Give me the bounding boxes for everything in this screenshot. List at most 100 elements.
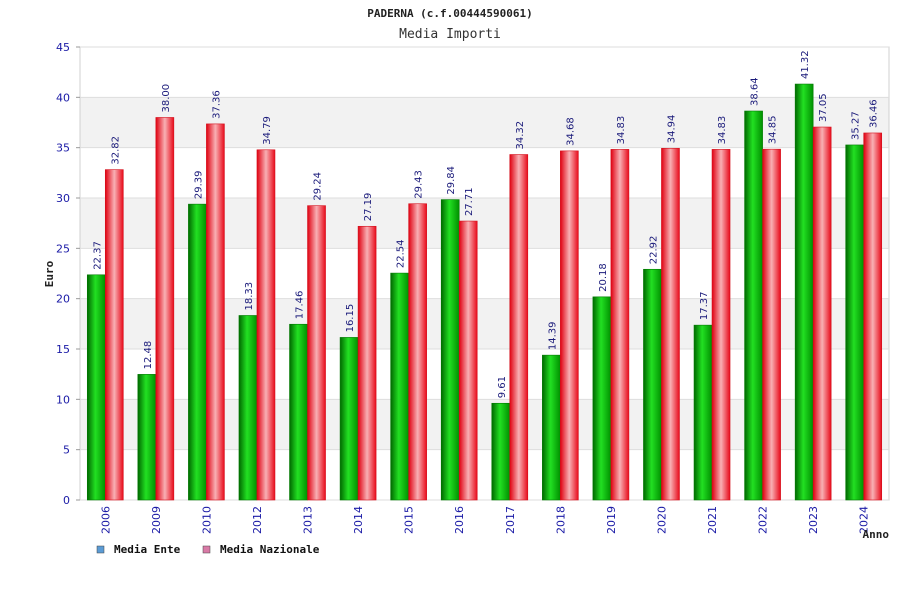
value-label-media-nazionale-2019: 34.83 bbox=[616, 116, 627, 145]
x-tick-label-2024: 2024 bbox=[858, 506, 871, 534]
value-label-media-nazionale-2012: 34.79 bbox=[262, 116, 273, 145]
x-tick-label-2010: 2010 bbox=[200, 506, 213, 534]
y-axis-ticks: 0 5 10 15 20 25 30 35 40 45 bbox=[56, 41, 70, 507]
bar-media-ente-2012 bbox=[238, 315, 258, 501]
y-tick-label: 15 bbox=[56, 343, 70, 356]
x-tick-label-2023: 2023 bbox=[807, 506, 820, 534]
value-label-media-nazionale-2017: 34.32 bbox=[515, 121, 526, 150]
y-tick-label: 45 bbox=[56, 41, 70, 54]
chart-subtitle: Media Importi bbox=[399, 27, 501, 42]
y-tick-label: 20 bbox=[56, 293, 70, 306]
x-axis-label: Anno bbox=[863, 528, 890, 541]
x-tick-label-2012: 2012 bbox=[251, 506, 264, 534]
value-label-media-nazionale-2021: 34.83 bbox=[717, 116, 728, 145]
bar-media-nazionale-2021 bbox=[711, 149, 731, 501]
x-axis-ticks: 2006 2009 2010 2012 2013 2014 2015 2016 2017 2018… bbox=[99, 506, 870, 534]
bar-media-ente-2006 bbox=[86, 274, 106, 501]
bar-media-nazionale-2017 bbox=[509, 154, 529, 501]
legend-swatch-media-ente bbox=[96, 545, 105, 554]
bar-media-ente-2023 bbox=[794, 83, 814, 501]
value-label-media-nazionale-2014: 27.19 bbox=[363, 193, 374, 222]
value-label-media-nazionale-2009: 38.00 bbox=[161, 84, 172, 113]
value-label-media-nazionale-2023: 37.05 bbox=[818, 93, 829, 122]
y-tick-label: 30 bbox=[56, 192, 70, 205]
y-tick-label: 35 bbox=[56, 142, 70, 155]
bar-media-ente-2010 bbox=[188, 203, 207, 501]
bar-media-ente-2014 bbox=[339, 337, 359, 501]
legend-label-media-nazionale: Media Nazionale bbox=[220, 543, 320, 556]
x-tick-label-2016: 2016 bbox=[453, 506, 466, 534]
x-tick-label-2022: 2022 bbox=[757, 506, 770, 534]
y-axis-label: Euro bbox=[43, 260, 56, 287]
bar-media-nazionale-2015 bbox=[408, 203, 427, 501]
value-label-media-ente-2017: 9.61 bbox=[497, 376, 508, 398]
value-label-media-ente-2019: 20.18 bbox=[598, 263, 609, 292]
x-tick-label-2017: 2017 bbox=[504, 506, 517, 534]
y-tick-label: 10 bbox=[56, 393, 70, 406]
value-label-media-ente-2018: 14.39 bbox=[547, 322, 558, 351]
legend-swatch-media-nazionale bbox=[202, 545, 211, 554]
bar-media-ente-2015 bbox=[390, 272, 409, 501]
bar-media-ente-2019 bbox=[592, 296, 612, 501]
value-label-media-ente-2023: 41.32 bbox=[800, 50, 811, 79]
value-labels: 22.37 32.82 12.48 38.00 29.39 37.36 18.33 34.79… bbox=[92, 50, 879, 398]
bar-media-nazionale-2020 bbox=[661, 147, 680, 501]
bar-media-nazionale-2019 bbox=[610, 149, 630, 501]
value-label-media-nazionale-2006: 32.82 bbox=[110, 136, 121, 165]
bar-media-nazionale-2024 bbox=[863, 132, 883, 501]
bar-media-ente-2018 bbox=[542, 354, 561, 501]
value-label-media-ente-2021: 17.37 bbox=[699, 292, 710, 321]
value-label-media-nazionale-2020: 34.94 bbox=[666, 115, 677, 144]
bar-media-nazionale-2016 bbox=[458, 220, 478, 501]
bar-media-ente-2016 bbox=[440, 199, 460, 501]
x-tick-label-2015: 2015 bbox=[403, 506, 416, 534]
bar-media-ente-2021 bbox=[693, 324, 713, 501]
value-label-media-ente-2016: 29.84 bbox=[446, 166, 457, 195]
bar-media-nazionale-2006 bbox=[104, 169, 124, 501]
bar-media-nazionale-2010 bbox=[206, 123, 225, 501]
y-tick-label: 25 bbox=[56, 242, 70, 255]
x-tick-label-2009: 2009 bbox=[150, 506, 163, 534]
x-tick-label-2014: 2014 bbox=[352, 506, 365, 534]
bar-media-nazionale-2009 bbox=[155, 117, 175, 501]
value-label-media-nazionale-2015: 29.43 bbox=[414, 170, 425, 199]
value-label-media-nazionale-2010: 37.36 bbox=[211, 90, 222, 119]
value-label-media-ente-2010: 29.39 bbox=[193, 171, 204, 200]
bar-media-nazionale-2023 bbox=[812, 126, 832, 501]
bar-media-ente-2009 bbox=[137, 374, 157, 501]
value-label-media-ente-2024: 35.27 bbox=[851, 111, 862, 140]
bar-media-ente-2017 bbox=[491, 402, 511, 501]
value-label-media-ente-2020: 22.92 bbox=[648, 236, 659, 265]
legend: Media Ente Media Nazionale bbox=[96, 543, 320, 556]
value-label-media-nazionale-2018: 34.68 bbox=[565, 117, 576, 146]
bar-media-ente-2013 bbox=[289, 323, 308, 501]
x-tick-label-2006: 2006 bbox=[99, 506, 112, 534]
x-tick-label-2019: 2019 bbox=[605, 506, 618, 534]
value-label-media-ente-2014: 16.15 bbox=[345, 304, 356, 333]
y-tick-label: 5 bbox=[63, 444, 70, 457]
bar-media-ente-2024 bbox=[845, 144, 865, 501]
value-label-media-nazionale-2022: 34.85 bbox=[768, 116, 779, 145]
value-label-media-nazionale-2016: 27.71 bbox=[464, 187, 475, 216]
value-label-media-nazionale-2024: 36.46 bbox=[869, 99, 880, 128]
bar-media-nazionale-2018 bbox=[560, 150, 579, 501]
bars bbox=[86, 83, 883, 501]
y-tick-label: 0 bbox=[63, 494, 70, 507]
value-label-media-nazionale-2013: 29.24 bbox=[313, 172, 324, 201]
value-label-media-ente-2013: 17.46 bbox=[295, 291, 306, 320]
chart-title: PADERNA (c.f.00444590061) bbox=[367, 7, 533, 20]
bar-media-nazionale-2022 bbox=[762, 148, 781, 501]
x-tick-label-2021: 2021 bbox=[706, 506, 719, 534]
value-label-media-ente-2009: 12.48 bbox=[143, 341, 154, 370]
value-label-media-ente-2022: 38.64 bbox=[750, 77, 761, 106]
bar-media-nazionale-2014 bbox=[357, 225, 377, 501]
value-label-media-ente-2015: 22.54 bbox=[396, 239, 407, 268]
bar-media-ente-2022 bbox=[744, 110, 763, 501]
x-tick-label-2013: 2013 bbox=[302, 506, 315, 534]
bar-media-ente-2020 bbox=[643, 268, 662, 501]
value-label-media-ente-2012: 18.33 bbox=[244, 282, 255, 311]
value-label-media-ente-2006: 22.37 bbox=[92, 241, 103, 270]
bar-media-nazionale-2013 bbox=[307, 205, 326, 501]
bar-media-nazionale-2012 bbox=[256, 149, 276, 501]
